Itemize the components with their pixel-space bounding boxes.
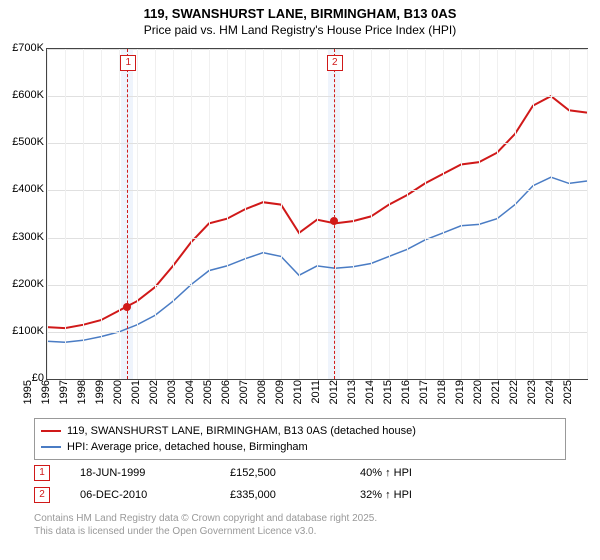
x-axis-label: 2020 bbox=[472, 380, 484, 410]
marker-label-box: 1 bbox=[120, 55, 136, 71]
transaction-table: 1 18-JUN-1999 £152,500 40% ↑ HPI 2 06-DEC-201… bbox=[34, 462, 566, 506]
transaction-point bbox=[123, 303, 131, 311]
transaction-date: 18-JUN-1999 bbox=[80, 467, 200, 479]
marker-label-box: 2 bbox=[327, 55, 343, 71]
y-axis-label: £600K bbox=[0, 89, 44, 101]
x-axis-label: 1996 bbox=[40, 380, 52, 410]
x-axis-label: 1998 bbox=[76, 380, 88, 410]
x-axis-label: 2015 bbox=[382, 380, 394, 410]
footer-line1: Contains HM Land Registry data © Crown c… bbox=[34, 512, 566, 525]
x-axis-label: 2004 bbox=[184, 380, 196, 410]
x-axis-label: 2008 bbox=[256, 380, 268, 410]
x-axis-label: 2016 bbox=[400, 380, 412, 410]
footer-line2: This data is licensed under the Open Gov… bbox=[34, 525, 566, 538]
transaction-row: 1 18-JUN-1999 £152,500 40% ↑ HPI bbox=[34, 462, 566, 484]
transaction-price: £335,000 bbox=[230, 489, 330, 501]
x-axis-label: 1997 bbox=[58, 380, 70, 410]
footer-attribution: Contains HM Land Registry data © Crown c… bbox=[34, 512, 566, 538]
x-axis-label: 2005 bbox=[202, 380, 214, 410]
x-axis-label: 2018 bbox=[436, 380, 448, 410]
x-axis-label: 2007 bbox=[238, 380, 250, 410]
marker-line bbox=[127, 49, 128, 379]
transaction-date: 06-DEC-2010 bbox=[80, 489, 200, 501]
transaction-pct: 32% ↑ HPI bbox=[360, 489, 412, 501]
y-axis-label: £100K bbox=[0, 325, 44, 337]
legend-label: 119, SWANSHURST LANE, BIRMINGHAM, B13 0A… bbox=[67, 425, 416, 437]
chart-subtitle: Price paid vs. HM Land Registry's House … bbox=[0, 21, 600, 37]
x-axis-label: 2022 bbox=[508, 380, 520, 410]
x-axis-label: 2003 bbox=[166, 380, 178, 410]
legend-swatch bbox=[41, 446, 61, 448]
transaction-id-box: 2 bbox=[34, 487, 50, 503]
y-axis-label: £300K bbox=[0, 231, 44, 243]
transaction-row: 2 06-DEC-2010 £335,000 32% ↑ HPI bbox=[34, 484, 566, 506]
x-axis-label: 2000 bbox=[112, 380, 124, 410]
y-axis-label: £400K bbox=[0, 183, 44, 195]
transaction-point bbox=[330, 217, 338, 225]
x-axis-label: 2010 bbox=[292, 380, 304, 410]
x-axis-label: 2009 bbox=[274, 380, 286, 410]
y-axis-label: £200K bbox=[0, 278, 44, 290]
y-axis-label: £500K bbox=[0, 136, 44, 148]
x-axis-label: 2017 bbox=[418, 380, 430, 410]
legend-item: 119, SWANSHURST LANE, BIRMINGHAM, B13 0A… bbox=[41, 423, 559, 439]
x-axis-label: 2025 bbox=[562, 380, 574, 410]
x-axis-label: 2014 bbox=[364, 380, 376, 410]
chart-plot-area: 12 bbox=[46, 48, 588, 380]
chart-title: 119, SWANSHURST LANE, BIRMINGHAM, B13 0A… bbox=[0, 0, 600, 21]
legend-item: HPI: Average price, detached house, Birm… bbox=[41, 439, 559, 455]
transaction-price: £152,500 bbox=[230, 467, 330, 479]
x-axis-label: 2013 bbox=[346, 380, 358, 410]
x-axis-label: 2023 bbox=[526, 380, 538, 410]
transaction-pct: 40% ↑ HPI bbox=[360, 467, 412, 479]
x-axis-label: 2024 bbox=[544, 380, 556, 410]
x-axis-label: 2001 bbox=[130, 380, 142, 410]
x-axis-label: 2002 bbox=[148, 380, 160, 410]
marker-line bbox=[334, 49, 335, 379]
x-axis-label: 1995 bbox=[22, 380, 34, 410]
legend-label: HPI: Average price, detached house, Birm… bbox=[67, 441, 308, 453]
x-axis-label: 1999 bbox=[94, 380, 106, 410]
legend: 119, SWANSHURST LANE, BIRMINGHAM, B13 0A… bbox=[34, 418, 566, 460]
transaction-id-box: 1 bbox=[34, 465, 50, 481]
x-axis-label: 2019 bbox=[454, 380, 466, 410]
legend-swatch bbox=[41, 430, 61, 432]
x-axis-label: 2021 bbox=[490, 380, 502, 410]
x-axis-label: 2006 bbox=[220, 380, 232, 410]
y-axis-label: £700K bbox=[0, 42, 44, 54]
x-axis-label: 2011 bbox=[310, 380, 322, 410]
x-axis-label: 2012 bbox=[328, 380, 340, 410]
